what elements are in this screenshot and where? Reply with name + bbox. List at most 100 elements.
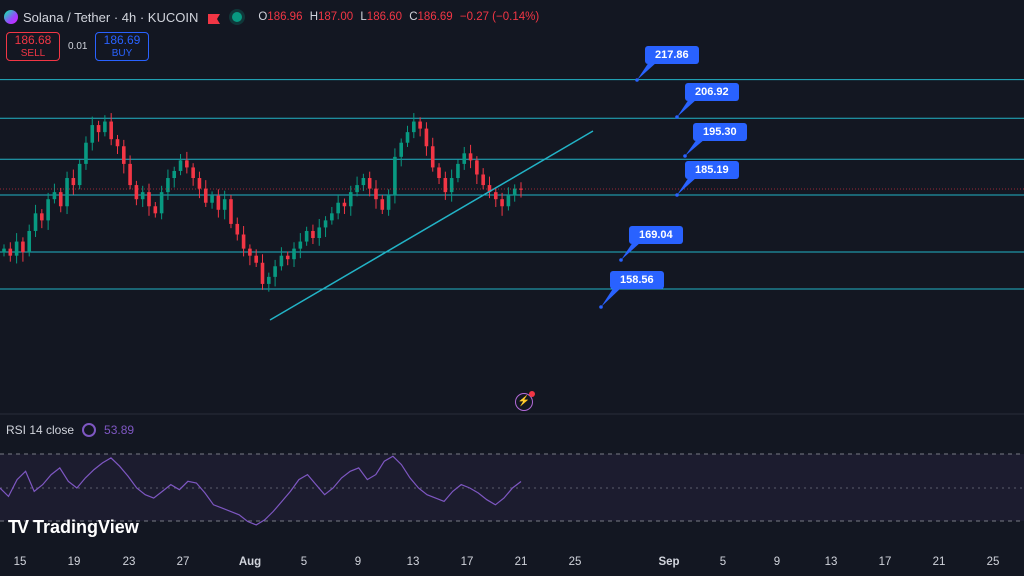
rsi-value: 53.89 (104, 423, 135, 437)
market-status-icon[interactable] (232, 12, 243, 22)
x-tick-label: 9 (354, 556, 362, 568)
candle (210, 191, 214, 209)
callout-anchor (675, 115, 679, 119)
brand-name: TradingView (33, 517, 139, 537)
chart-header: Solana / Tether · 4h · KUCOIN O186.96 H1… (4, 7, 543, 27)
candle (40, 209, 44, 229)
x-tick-label: 9 (773, 556, 781, 568)
candle (166, 169, 170, 200)
candle (109, 113, 113, 146)
candle (512, 184, 517, 202)
callout-pointer (677, 177, 697, 195)
candle (159, 185, 164, 220)
candle (222, 190, 227, 220)
candle (140, 185, 145, 207)
candle (443, 171, 448, 200)
candle (147, 183, 151, 216)
candle (178, 154, 183, 176)
candle (336, 194, 340, 220)
x-tick-label: 5 (300, 556, 308, 568)
candle (323, 216, 328, 237)
candle (90, 116, 95, 151)
candle (292, 242, 296, 267)
candle (134, 180, 139, 206)
flag-icon[interactable] (208, 12, 221, 24)
candle (355, 176, 359, 197)
callout-anchor (683, 154, 687, 158)
price-callout[interactable]: 206.92 (685, 83, 739, 101)
candle (71, 169, 76, 195)
candle (424, 122, 429, 156)
price-callout[interactable]: 185.19 (685, 161, 739, 179)
ohlc-readout: O186.96 H187.00 L186.60 C186.69 −0.27 (−… (258, 11, 543, 23)
candle (412, 113, 416, 139)
callout-anchor (599, 305, 603, 309)
candle (8, 242, 13, 262)
candle (203, 180, 208, 207)
close-label: C (409, 11, 418, 23)
candle (14, 233, 19, 264)
x-tick-label: 5 (719, 556, 727, 568)
x-tick-label: 23 (122, 556, 136, 568)
callout-anchor (635, 78, 639, 82)
candle (65, 171, 69, 215)
callout-pointer (637, 62, 657, 80)
callout-anchor (675, 193, 679, 197)
x-tick-label: 21 (932, 556, 946, 568)
tradingview-logo[interactable]: TV TradingView (8, 517, 139, 538)
candle (468, 144, 473, 169)
price-callout[interactable]: 158.56 (610, 271, 664, 289)
buy-label: BUY (111, 47, 133, 59)
candle (298, 233, 303, 259)
open-label: O (258, 11, 268, 23)
x-tick-label: 25 (568, 556, 582, 568)
symbol-title[interactable]: Solana / Tether · 4h · KUCOIN (23, 9, 199, 25)
candle (128, 155, 132, 190)
close-value: 186.69 (417, 11, 453, 23)
trendline[interactable] (269, 130, 594, 321)
sell-button[interactable]: 186.68 SELL (6, 32, 60, 61)
buy-button[interactable]: 186.69 BUY (95, 32, 149, 61)
candle (33, 204, 38, 237)
candle (273, 259, 277, 287)
callout-anchor (619, 258, 623, 262)
candle (304, 226, 309, 246)
candle (235, 217, 240, 241)
x-tick-label: 15 (13, 556, 27, 568)
candle (21, 237, 25, 262)
candle (361, 173, 366, 192)
rsi-line (0, 455, 522, 526)
solana-icon[interactable] (4, 10, 18, 24)
alert-icon[interactable]: ⚡ (515, 391, 535, 411)
candle (103, 115, 107, 137)
callout-pointer (621, 242, 641, 260)
candle (367, 171, 372, 197)
price-callout[interactable]: 195.30 (693, 123, 747, 141)
candle (317, 218, 322, 246)
candle (185, 151, 189, 174)
price-callout[interactable]: 217.86 (645, 46, 699, 64)
callout-stems (599, 62, 705, 309)
callout-pointer (601, 287, 622, 307)
rsi-legend[interactable]: RSI 14 close 53.89 (6, 423, 134, 437)
sell-price: 186.68 (14, 32, 52, 47)
spread-value: 0.01 (68, 41, 88, 52)
candle (2, 244, 6, 257)
candle (285, 251, 290, 266)
candle (519, 182, 523, 198)
x-tick-label: 19 (67, 556, 81, 568)
x-tick-label: 17 (878, 556, 892, 568)
x-tick-label: 27 (176, 556, 190, 568)
rsi-band (0, 453, 1024, 522)
candle (330, 206, 334, 225)
candle (84, 136, 88, 170)
candle (172, 166, 177, 188)
buy-price: 186.69 (103, 32, 141, 47)
candle (77, 159, 82, 190)
price-callout[interactable]: 169.04 (629, 226, 683, 244)
sell-label: SELL (20, 47, 46, 59)
candle (493, 187, 498, 207)
candle (386, 189, 391, 216)
candle (58, 187, 63, 213)
